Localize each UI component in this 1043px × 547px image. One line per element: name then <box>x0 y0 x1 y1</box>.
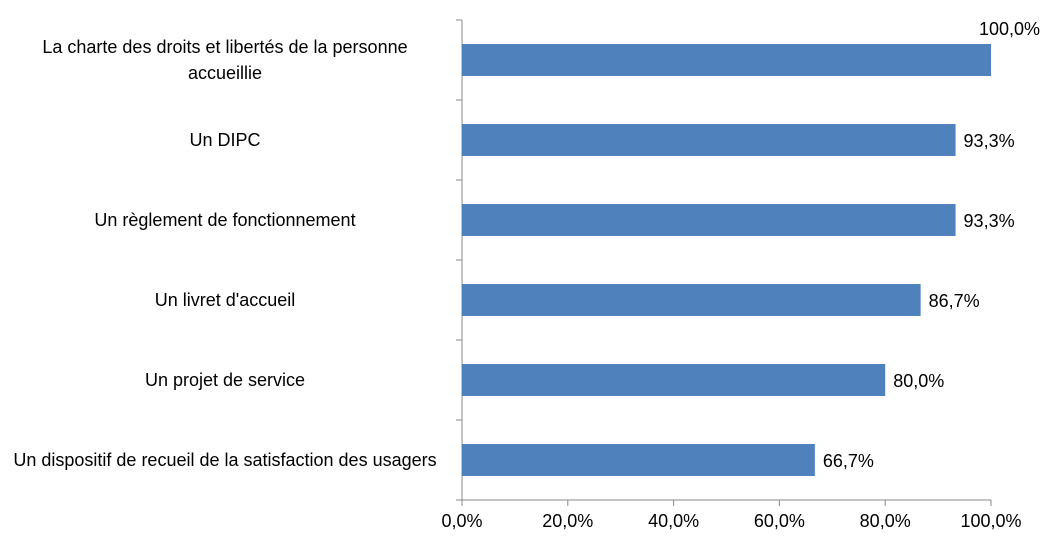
bar <box>462 124 956 156</box>
category-label: Un règlement de fonctionnement <box>94 210 356 230</box>
x-tick-label: 100,0% <box>960 511 1021 531</box>
value-label: 66,7% <box>823 451 874 471</box>
x-tick-label: 20,0% <box>542 511 593 531</box>
category-label: Un livret d'accueil <box>154 290 296 310</box>
x-tick-label: 0,0% <box>441 511 482 531</box>
value-label: 100,0% <box>979 19 1040 39</box>
category-label: Un projet de service <box>144 370 306 390</box>
bar <box>462 204 956 236</box>
x-tick-label: 80,0% <box>860 511 911 531</box>
value-label: 80,0% <box>893 371 944 391</box>
value-label: 86,7% <box>929 291 980 311</box>
bar <box>462 44 991 76</box>
x-tick-label: 60,0% <box>754 511 805 531</box>
category-label: Un DIPC <box>189 130 261 150</box>
category-label: Un dispositif de recueil de la satisfact… <box>13 450 437 470</box>
bar <box>462 284 921 316</box>
value-label: 93,3% <box>964 131 1015 151</box>
bar <box>462 364 886 396</box>
x-tick-label: 40,0% <box>648 511 699 531</box>
category-label: La charte des droits et libertés de la p… <box>42 37 408 83</box>
bar <box>462 444 815 476</box>
value-label: 93,3% <box>964 211 1015 231</box>
